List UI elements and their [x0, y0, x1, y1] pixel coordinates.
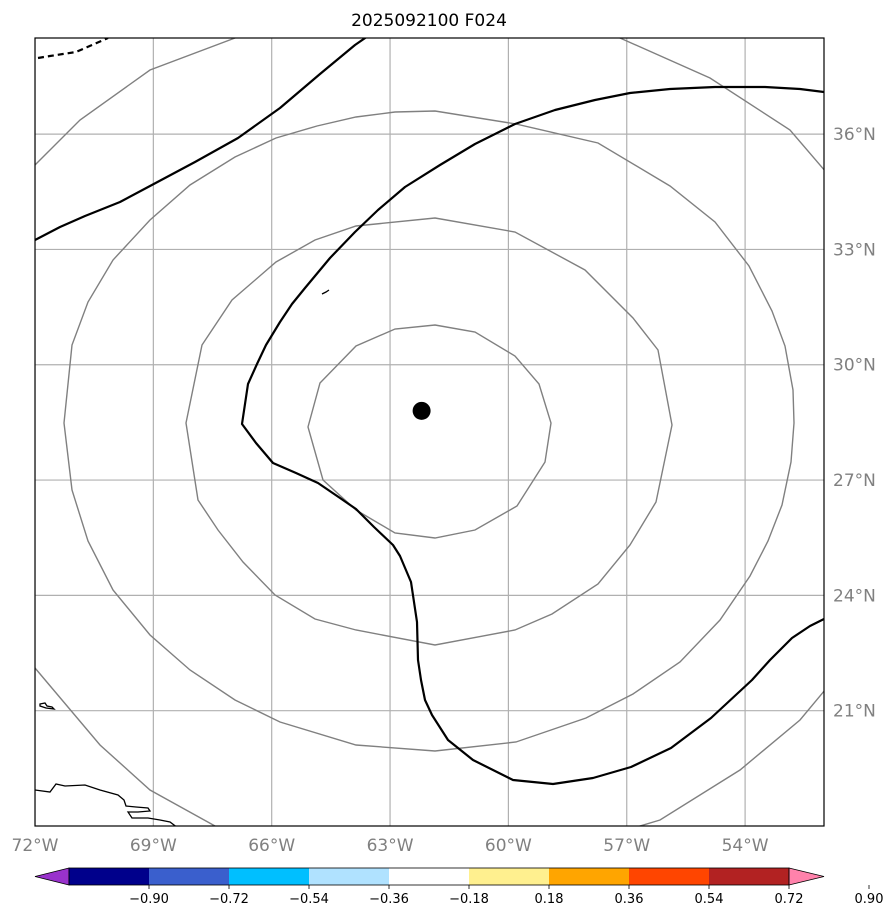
lat-tick-label: 27°N — [833, 471, 876, 491]
figure-title: 2025092100 F024 — [351, 11, 507, 31]
map-frame — [34, 37, 825, 827]
map-background — [35, 38, 824, 826]
longitude-labels: 72°W 69°W 66°W 63°W 60°W 57°W 54°W — [12, 836, 769, 856]
colorbar-swatch — [549, 868, 629, 885]
colorbar-tick-label: −0.54 — [289, 892, 329, 907]
colorbar-tick-label: −0.18 — [449, 892, 489, 907]
lat-tick-label: 30°N — [833, 356, 876, 376]
coastline-bermuda — [321, 289, 330, 295]
gridlines — [35, 38, 824, 826]
colorbar-labels: −0.90 −0.72 −0.54 −0.36 −0.18 0.18 0.36 0.54 0.7… — [129, 885, 883, 907]
colorbar-extend-max — [788, 867, 825, 886]
range-ring-2 — [185, 217, 673, 646]
colorbar-tick-label: −0.90 — [129, 892, 169, 907]
coastline-hispaniola — [35, 783, 177, 826]
lon-tick-label: 57°W — [603, 836, 650, 856]
colorbar-tick-label: −0.72 — [209, 892, 249, 907]
storm-center-marker — [412, 401, 431, 420]
range-ring-1 — [307, 324, 552, 539]
lon-tick-label: 63°W — [367, 836, 414, 856]
lat-tick-label: 24°N — [833, 586, 876, 606]
colorbar-tick-label: 0.72 — [775, 892, 804, 907]
colorbar-swatch — [389, 868, 469, 885]
coastlines — [35, 289, 330, 826]
colorbar-swatch — [709, 868, 789, 885]
range-ring-4 — [35, 38, 824, 826]
range-rings — [35, 38, 824, 826]
contour-main — [240, 85, 824, 786]
colorbar — [34, 867, 825, 886]
lat-tick-label: 21°N — [833, 702, 876, 722]
map-panel — [34, 37, 825, 827]
colorbar-tick-label: −0.36 — [369, 892, 409, 907]
colorbar-tick-label: 0.90 — [855, 892, 884, 907]
colorbar-swatch — [629, 868, 709, 885]
colorbar-swatch — [309, 868, 389, 885]
lon-tick-label: 66°W — [248, 836, 295, 856]
colorbar-tick-label: 0.18 — [535, 892, 564, 907]
lat-tick-label: 33°N — [833, 240, 876, 260]
contours — [35, 38, 824, 786]
latitude-labels: 21°N 24°N 27°N 30°N 33°N 36°N — [833, 125, 876, 722]
contour-dashed — [37, 38, 109, 60]
range-ring-3 — [63, 110, 795, 752]
colorbar-swatch — [469, 868, 549, 885]
lon-tick-label: 69°W — [130, 836, 177, 856]
lon-tick-label: 72°W — [12, 836, 59, 856]
colorbar-frame — [68, 867, 790, 886]
colorbar-tick-label: 0.36 — [615, 892, 644, 907]
lon-tick-label: 54°W — [722, 836, 769, 856]
lat-tick-label: 36°N — [833, 125, 876, 145]
contour-northwest — [35, 38, 368, 241]
colorbar-swatch — [229, 868, 309, 885]
colorbar-swatch — [149, 868, 229, 885]
coastline-island — [39, 702, 56, 710]
colorbar-swatch — [69, 868, 149, 885]
colorbar-extend-min — [34, 867, 70, 886]
lon-tick-label: 60°W — [485, 836, 532, 856]
colorbar-tick-label: 0.54 — [695, 892, 724, 907]
